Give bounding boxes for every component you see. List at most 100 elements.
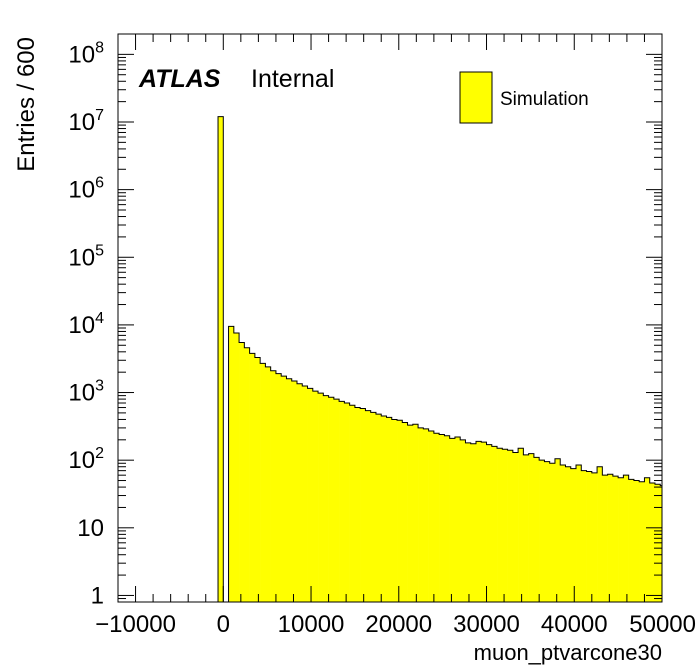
histogram-bar <box>296 383 303 602</box>
histogram-bar <box>397 420 403 602</box>
histogram-bar <box>333 399 340 602</box>
histogram-bar <box>423 428 429 602</box>
histogram-bar <box>407 425 414 602</box>
histogram-bar <box>281 376 287 602</box>
y-tick-label: 107 <box>68 107 104 136</box>
histogram-bar <box>402 422 408 602</box>
y-tick-label: 104 <box>68 310 104 339</box>
histogram-bar <box>354 407 361 602</box>
histogram-bar <box>444 435 450 602</box>
y-tick-label: 1 <box>91 582 104 609</box>
histogram-bar <box>344 403 350 602</box>
histogram-bar <box>586 471 593 602</box>
histogram-bar <box>618 477 624 602</box>
histogram-bar <box>307 388 314 602</box>
histogram-bar <box>491 446 498 602</box>
histogram-bar <box>260 363 266 602</box>
legend-swatch-simulation <box>459 71 493 124</box>
histogram-bar <box>449 438 456 602</box>
histogram-bar <box>639 481 645 602</box>
histogram-bar <box>439 434 445 602</box>
x-tick-label: 50000 <box>629 611 696 638</box>
histogram-bar <box>497 448 503 602</box>
histogram-bar <box>328 397 335 602</box>
histogram-bar <box>523 454 529 602</box>
histogram-bars <box>217 116 663 603</box>
y-tick-label: 10 <box>77 515 104 542</box>
histogram-bar <box>481 442 487 602</box>
histogram-bar <box>576 464 582 602</box>
histogram-bar <box>349 405 356 602</box>
histogram-bar <box>312 391 319 602</box>
histogram-bar <box>502 449 508 602</box>
y-axis-label: Entries / 600 <box>13 37 40 172</box>
histogram-bar <box>549 463 556 602</box>
x-axis: −10000 0 10000 20000 30000 40000 50000 <box>95 34 696 638</box>
histogram-bar <box>370 412 377 602</box>
histogram-bar <box>512 452 519 602</box>
histogram-bar <box>623 475 629 602</box>
histogram-bar <box>607 474 614 602</box>
histogram-bar <box>460 439 466 602</box>
histogram-bar <box>628 479 635 602</box>
histogram-bar <box>554 458 561 602</box>
histogram-bar <box>249 353 256 602</box>
histogram-bar <box>612 476 619 602</box>
histogram-bar <box>597 466 603 602</box>
histogram-bar <box>544 461 550 602</box>
histogram-bar <box>570 468 577 602</box>
histogram-bar <box>470 443 477 602</box>
histogram-bar <box>565 466 572 602</box>
histogram-bar <box>591 472 598 602</box>
y-tick-label: 106 <box>68 175 104 204</box>
histogram-bar <box>270 370 277 602</box>
histogram-bar <box>365 410 371 602</box>
histogram-bar <box>518 448 524 602</box>
histogram-bar <box>275 373 282 602</box>
histogram-bar <box>454 437 461 602</box>
histogram-bar <box>239 342 245 602</box>
histogram-bar <box>475 441 482 602</box>
histogram-bar <box>539 460 545 602</box>
y-tick-label: 108 <box>68 39 104 68</box>
plot-frame <box>117 33 663 603</box>
histogram-outline <box>228 325 662 602</box>
histogram-bar <box>391 419 398 602</box>
histogram-bar <box>533 457 540 602</box>
x-tick-label: 10000 <box>278 611 345 638</box>
histogram-bar <box>302 385 308 602</box>
histogram-bar <box>602 475 608 602</box>
x-tick-label: −10000 <box>95 611 176 638</box>
histogram-bar <box>528 453 535 602</box>
histogram-bar <box>412 424 419 602</box>
histogram-bar <box>286 378 293 602</box>
histogram-bar <box>486 444 493 602</box>
histogram-bar <box>339 401 345 602</box>
histogram-bar <box>381 415 387 602</box>
histogram-bar <box>360 408 366 602</box>
histogram-bar <box>375 414 382 602</box>
histogram-bar-peak <box>217 116 224 603</box>
y-tick-label: 103 <box>68 378 104 407</box>
histogram-bar <box>418 427 424 602</box>
histogram-bar <box>433 433 440 602</box>
x-tick-label: 30000 <box>453 611 520 638</box>
histogram-bar <box>233 332 240 602</box>
atlas-label: ATLAS <box>138 65 221 93</box>
histogram-bar <box>465 442 472 602</box>
histogram-bar <box>244 347 250 602</box>
histogram-bar <box>633 480 640 602</box>
histogram-bar <box>507 450 514 602</box>
histogram-bar <box>228 326 235 602</box>
histogram-bar <box>254 357 261 602</box>
histogram-bar <box>660 485 663 602</box>
histogram-bar <box>644 477 651 602</box>
histogram-bar <box>428 430 435 602</box>
histogram-bar <box>318 393 324 602</box>
x-axis-label: muon_ptvarcone30 <box>474 640 662 665</box>
histogram-bar <box>291 381 298 602</box>
x-tick-label: 0 <box>217 611 230 638</box>
histogram-bar <box>265 366 271 602</box>
x-tick-label: 20000 <box>365 611 432 638</box>
